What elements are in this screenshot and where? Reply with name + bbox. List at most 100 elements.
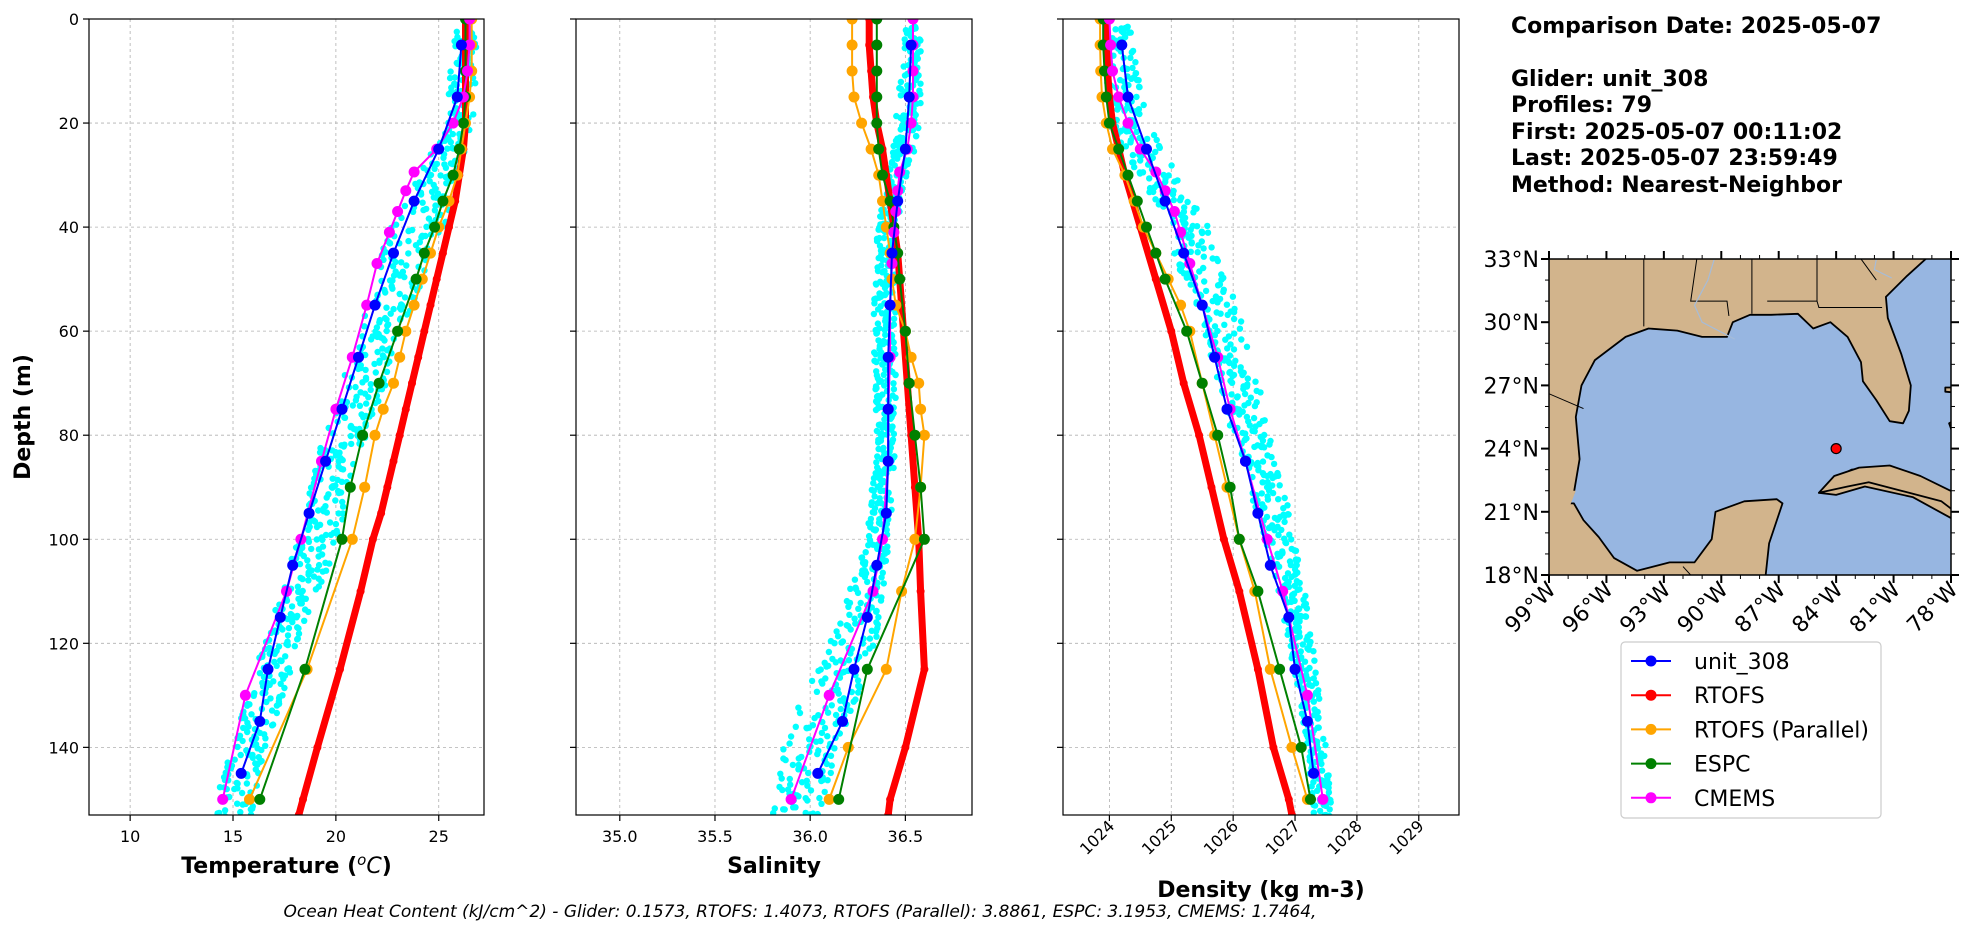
glider-observation-point [294, 583, 302, 590]
lon-tick-label: 81°W [1845, 577, 1906, 638]
glider-observation-point [1311, 657, 1318, 664]
series-point-cmems [823, 689, 835, 701]
glider-observation-point [813, 688, 821, 695]
glider-observation-point [1266, 441, 1273, 448]
x-tick-label: 36.0 [792, 827, 828, 846]
series-point-unit-308 [1240, 455, 1251, 467]
glider-observation-point [819, 680, 826, 687]
profile-panel-2: 35.0 35.5 36.0 36.5 Salinity [570, 18, 973, 879]
series-point-unit-308 [369, 299, 381, 311]
border-line [1860, 259, 1877, 281]
glider-observation-point [247, 811, 255, 815]
series-point-unit-308 [336, 403, 348, 415]
glider-observation-point [790, 804, 797, 811]
series-point-rtofs [414, 353, 423, 362]
river [1873, 259, 1892, 279]
series-point-rtofs [426, 301, 435, 310]
glider-observation-point [807, 787, 815, 794]
glider-observation-point [363, 400, 370, 407]
series-point-unit-308 [235, 767, 247, 779]
glider-observation-point [430, 194, 437, 201]
series-point-espc [429, 221, 441, 233]
glider-observation-point [1228, 379, 1236, 386]
glider-observation-point [1132, 59, 1139, 66]
glider-observation-point [814, 750, 821, 758]
series-point-rtofs [1287, 811, 1296, 815]
ocean-heat-content-caption: Ocean Heat Content (kJ/cm^2) - Glider: 0… [283, 902, 1317, 922]
plot-area [770, 19, 930, 815]
glider-observation-point [294, 624, 301, 631]
series-point-rtofs-parallel [856, 117, 868, 129]
glider-observation-point [865, 532, 873, 540]
glider-observation-point [329, 475, 336, 482]
series-point-unit-308 [1264, 559, 1276, 571]
glider-observation-point [332, 520, 340, 528]
glider-observation-point [1194, 249, 1201, 256]
glider-observation-point [1250, 414, 1258, 422]
glider-observation-point [362, 366, 369, 374]
glider-observation-point [272, 606, 279, 614]
glider-observation-point [387, 310, 394, 317]
glider-observation-point [1256, 420, 1263, 428]
series-point-unit-308 [1159, 195, 1171, 207]
glider-observation-point [835, 690, 842, 697]
series-point-espc [918, 533, 930, 545]
glider-observation-point [1120, 29, 1127, 36]
series-point-unit-308 [388, 247, 399, 259]
legend-item-cmems: CMEMS [1631, 787, 1775, 812]
x-tick-label: 25 [429, 827, 449, 846]
glider-observation-point [890, 315, 898, 322]
glider-observation-point [813, 738, 820, 745]
series-point-unit-308 [303, 507, 315, 519]
x-axis-label: Temperature (oC) [181, 851, 392, 879]
border-line [1682, 566, 1692, 575]
series-point-unit-308 [1308, 767, 1320, 779]
glider-observation-point [352, 383, 359, 391]
glider-observation-point [871, 509, 878, 516]
series-point-espc [909, 429, 921, 441]
glider-observation-point [1217, 310, 1224, 317]
series-point-rtofs-parallel [408, 299, 420, 311]
glider-observation-point [281, 684, 288, 692]
glider-observation-point [304, 557, 311, 564]
series-point-rtofs-parallel [1286, 741, 1298, 753]
glider-observation-point [1224, 345, 1231, 352]
glider-observation-point [377, 334, 385, 341]
glider-observation-point [845, 657, 853, 664]
legend-item-rtofs-parallel: RTOFS (Parallel) [1631, 718, 1869, 743]
glider-observation-point [256, 670, 264, 677]
glider-observation-point [392, 221, 400, 228]
series-point-rtofs [1235, 587, 1244, 596]
series-point-cmems [1122, 117, 1134, 129]
glider-observation-point [1187, 248, 1195, 255]
glider-observation-point [872, 628, 880, 635]
glider-observation-point [1325, 789, 1333, 796]
series-point-unit-308 [1116, 39, 1128, 51]
glider-observation-point [851, 576, 859, 583]
glider-observation-point [359, 379, 366, 386]
glider-observation-point [902, 173, 910, 180]
glider-observation-point [1131, 163, 1138, 171]
glider-observation-point [795, 766, 802, 773]
series-point-rtofs-parallel [244, 793, 255, 805]
series-point-rtofs-parallel [377, 403, 389, 415]
series-point-rtofs-parallel [880, 663, 892, 675]
series-point-espc [1305, 793, 1316, 805]
glider-observation-point [880, 234, 888, 242]
glider-observation-point [1302, 592, 1309, 600]
glider-observation-point [1242, 430, 1249, 437]
series-point-unit-308 [903, 91, 915, 103]
glider-observation-point [300, 552, 307, 560]
glider-observation-point [384, 322, 391, 329]
series-point-espc [1295, 741, 1307, 753]
series-point-espc [871, 19, 883, 25]
glider-observation-point [1276, 482, 1283, 489]
series-point-rtofs-parallel [388, 377, 399, 389]
glider-observation-point [1283, 580, 1290, 588]
glider-observation-point [1264, 484, 1272, 491]
glider-observation-point [383, 327, 390, 335]
glider-observation-point [271, 658, 278, 666]
glider-observation-point [305, 526, 312, 533]
glider-observation-point [453, 28, 460, 35]
glider-observation-point [1122, 143, 1130, 150]
